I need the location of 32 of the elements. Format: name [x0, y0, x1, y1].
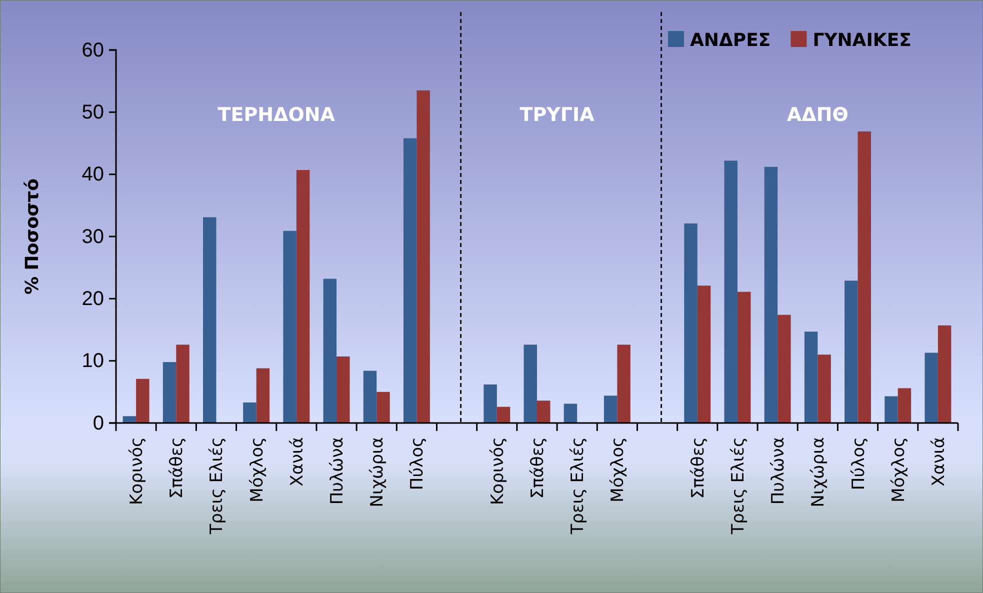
y-tick-label: 10	[82, 350, 104, 372]
x-tick-label: Σπάθες	[688, 437, 708, 499]
x-tick-label: Πύλος	[408, 437, 428, 490]
x-tick-label: Νιχώρια	[808, 437, 829, 508]
x-tick-label: Μόχλος	[247, 437, 268, 502]
y-tick-label: 0	[92, 412, 104, 434]
x-tick-label: Σπάθες	[167, 437, 188, 499]
y-tick-label: 20	[82, 288, 104, 310]
x-tick-label: Τρεις Ελιές	[207, 437, 228, 536]
annotation: ΤΡΥΓΙΑ	[520, 104, 595, 126]
x-tick-label: Τρεις Ελιές	[568, 437, 588, 536]
y-tick-label: 50	[82, 102, 104, 124]
y-tick-label: 40	[82, 164, 104, 186]
x-tick-label: Πύλος	[848, 437, 869, 490]
annotation: ΑΔΠΘ	[786, 104, 848, 126]
x-tick-label: Σπάθες	[528, 437, 548, 499]
y-tick-label: 60	[82, 39, 104, 62]
x-tick-label: Νιχώρια	[368, 437, 388, 508]
x-tick-label: Πυλώνα	[328, 437, 348, 505]
x-tick-label: Χανιά	[287, 437, 308, 486]
x-tick-label: Μόχλος	[608, 437, 628, 502]
legend-label: ΓΥΝΑΙΚΕΣ	[812, 30, 912, 51]
x-tick-label: Μόχλος	[888, 437, 909, 502]
x-tick-label: Τρεις Ελιές	[728, 437, 748, 536]
y-axis-title: % Ποσοστό	[22, 178, 43, 294]
x-tick-label: Χανιά	[928, 437, 949, 486]
legend-label: ΑΝΔΡΕΣ	[690, 30, 771, 51]
x-tick-label: Κορινός	[127, 437, 148, 505]
x-tick-label: Κορινός	[488, 437, 508, 505]
annotation: ΤΕΡΗΔΟΝΑ	[218, 104, 336, 126]
y-tick-label: 30	[82, 226, 104, 248]
x-tick-label: Πυλώνα	[768, 437, 789, 505]
